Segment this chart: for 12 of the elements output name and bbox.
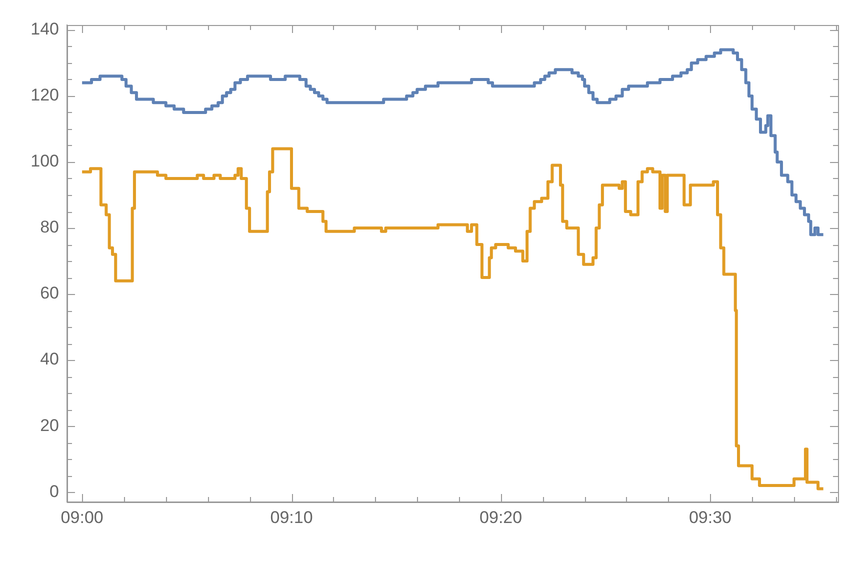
x-tick-label: 09:30 [688, 508, 732, 527]
x-tick-label: 09:00 [60, 508, 104, 527]
y-tick-label: 140 [30, 20, 59, 39]
y-tick-label: 100 [30, 152, 59, 171]
y-tick-label: 40 [40, 350, 59, 369]
x-tick-label: 09:10 [270, 508, 313, 527]
y-tick-label: 0 [50, 482, 59, 501]
y-tick-label: 20 [40, 416, 59, 435]
y-tick-label: 60 [40, 284, 59, 303]
x-tick-label: 09:20 [480, 508, 522, 527]
y-tick-label: 80 [40, 218, 59, 237]
y-tick-label: 120 [30, 86, 59, 105]
